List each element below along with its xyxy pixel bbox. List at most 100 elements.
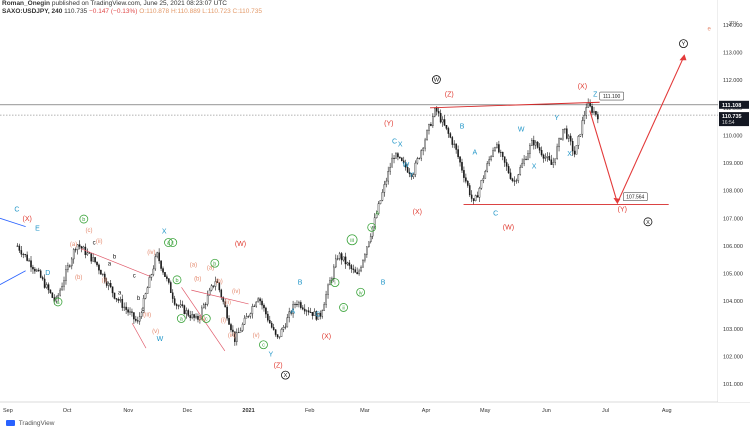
wave-label: (X) (322, 333, 331, 340)
x-tick-label: Mar (360, 408, 370, 414)
wave-label: a (108, 261, 112, 267)
wave-label: X (532, 164, 537, 171)
candle-body (501, 151, 504, 157)
wave-label: C (493, 211, 498, 218)
wave-label: b (113, 254, 117, 260)
price-callout-box (599, 91, 624, 101)
candle-body (538, 147, 541, 151)
candle-body (102, 273, 104, 275)
candle-body (356, 272, 358, 275)
candle-body (455, 143, 457, 150)
wave-label-circle (79, 214, 89, 224)
candle-body (138, 316, 141, 322)
candle-body (234, 331, 236, 342)
wave-label: D (45, 270, 50, 277)
candle-body (525, 158, 527, 160)
candle-body (492, 150, 494, 157)
x-tick-label: Sep (3, 408, 13, 414)
candle-body (265, 307, 267, 315)
candle-body (482, 178, 485, 181)
candle-body (334, 258, 337, 268)
candle-body (307, 310, 310, 313)
y-tick-label: 114.000 (723, 23, 742, 29)
wave-label: (i) (221, 318, 226, 324)
candle-body (432, 116, 434, 126)
candle-body (453, 143, 456, 145)
candle-body (123, 306, 125, 308)
candle-body (573, 150, 576, 155)
candle-body (156, 252, 158, 257)
candle-body (82, 246, 85, 249)
wave-label: (Y) (618, 206, 627, 213)
wave-label: b (176, 278, 179, 284)
candle-body (142, 298, 145, 313)
price-axis-panel (718, 0, 750, 402)
candle-body (459, 156, 461, 163)
y-tick-label: 110.000 (723, 133, 742, 139)
candle-body (486, 163, 489, 172)
candle-body (437, 111, 440, 114)
candle-body (465, 177, 467, 182)
currency-label: JPY (728, 21, 738, 27)
candle-body (391, 157, 393, 168)
wave-label: a (180, 317, 184, 323)
candle-body (109, 283, 112, 287)
candle-body (575, 145, 578, 155)
wave-label: W (403, 162, 410, 169)
candle-body (418, 157, 421, 159)
candle-body (366, 246, 368, 255)
x-tick-label: 2021 (242, 408, 254, 414)
candle-body (16, 245, 19, 247)
price-tag (719, 100, 749, 109)
wave-label: C (14, 206, 19, 213)
candle-body (577, 136, 580, 146)
candle-body (550, 159, 553, 165)
wave-label: i (334, 281, 335, 287)
candle-body (474, 195, 477, 202)
candle-body (342, 256, 345, 261)
wave-label: (X) (578, 83, 587, 90)
candle-body (595, 111, 597, 115)
wave-label: (ii) (224, 300, 231, 306)
wave-label: W (157, 336, 164, 343)
candle-body (383, 184, 386, 193)
candle-body (41, 277, 44, 280)
wave-label: iii (350, 238, 354, 244)
candle-body (274, 329, 277, 335)
candle-body (338, 253, 341, 259)
candle-body (556, 146, 558, 159)
candle-body (443, 119, 446, 126)
candle-body (552, 162, 555, 165)
candle-body (18, 245, 21, 251)
wave-label: W (434, 78, 440, 84)
candle-body (247, 315, 250, 317)
candle-body (416, 158, 419, 164)
candle-body (268, 320, 271, 324)
candle-body (554, 158, 556, 163)
candle-body (457, 149, 459, 158)
candle-body (546, 156, 549, 158)
candle-body (313, 311, 316, 316)
candle-body (90, 253, 92, 262)
candle-body (583, 115, 586, 121)
candle-body (579, 133, 582, 137)
projection-arrowhead (613, 197, 621, 204)
candle-body (593, 111, 595, 113)
candle-body (235, 332, 238, 342)
low-value: L:110.723 (202, 8, 231, 15)
candle-body (354, 269, 357, 273)
candle-body (70, 258, 73, 267)
x-tick-label: Jul (602, 408, 609, 414)
price-callout-box (623, 192, 648, 202)
candle-body (367, 241, 370, 248)
candle-body (521, 162, 523, 168)
wave-label: (b) (75, 275, 82, 281)
candle-body (509, 172, 512, 179)
wave-label: (iv) (147, 250, 155, 256)
candle-body (389, 167, 391, 172)
wave-label-circle (53, 297, 63, 307)
candle-body (534, 141, 537, 146)
candle-body (131, 311, 133, 313)
candle-body (420, 150, 423, 159)
